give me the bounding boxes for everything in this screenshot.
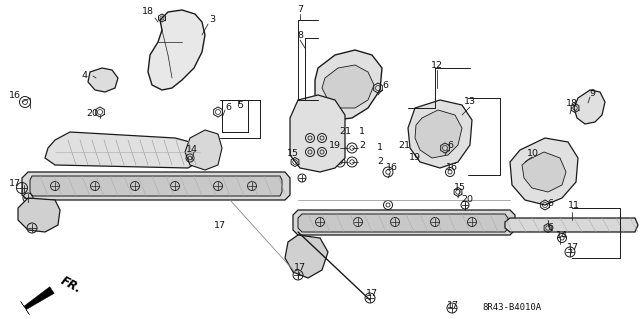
Text: 17: 17: [447, 300, 459, 309]
Text: 6: 6: [547, 198, 553, 207]
Text: 6: 6: [447, 140, 453, 150]
Text: 3: 3: [209, 16, 215, 25]
Polygon shape: [20, 287, 54, 315]
Text: 14: 14: [556, 231, 568, 240]
Text: 6: 6: [382, 81, 388, 91]
Polygon shape: [45, 132, 200, 168]
Polygon shape: [285, 235, 328, 278]
Text: 1: 1: [377, 144, 383, 152]
Text: 8R43-B4010A: 8R43-B4010A: [482, 303, 541, 313]
Polygon shape: [290, 95, 345, 172]
Text: FR.: FR.: [58, 274, 83, 296]
Text: 6: 6: [225, 103, 231, 113]
Text: 15: 15: [287, 149, 299, 158]
Text: 6: 6: [547, 224, 553, 233]
Text: 18: 18: [566, 99, 578, 108]
Text: 16: 16: [446, 164, 458, 173]
Polygon shape: [18, 198, 60, 232]
Text: 1: 1: [359, 128, 365, 137]
Polygon shape: [408, 100, 472, 168]
Polygon shape: [148, 10, 205, 90]
Text: 21: 21: [339, 128, 351, 137]
Text: 14: 14: [186, 145, 198, 154]
Polygon shape: [315, 50, 382, 120]
Text: 17: 17: [567, 243, 579, 253]
Text: 12: 12: [431, 61, 443, 70]
Text: 2: 2: [359, 140, 365, 150]
Text: 7: 7: [297, 5, 303, 14]
Polygon shape: [510, 138, 578, 205]
Text: 10: 10: [527, 149, 539, 158]
Text: 19: 19: [409, 153, 421, 162]
Text: 8: 8: [297, 32, 303, 41]
Polygon shape: [505, 218, 638, 232]
Text: 5: 5: [237, 100, 243, 109]
Polygon shape: [30, 176, 282, 196]
Polygon shape: [574, 90, 605, 124]
Text: 18: 18: [142, 8, 154, 17]
Text: 15: 15: [454, 183, 466, 192]
Text: 13: 13: [464, 98, 476, 107]
Text: 9: 9: [589, 88, 595, 98]
Polygon shape: [415, 110, 462, 158]
Text: 17: 17: [9, 179, 21, 188]
Text: 4: 4: [82, 70, 88, 79]
Text: 17: 17: [294, 263, 306, 272]
Text: 19: 19: [329, 140, 341, 150]
Polygon shape: [185, 130, 222, 170]
Polygon shape: [522, 152, 566, 192]
Polygon shape: [298, 214, 508, 232]
Text: 17: 17: [366, 288, 378, 298]
Text: 20: 20: [461, 196, 473, 204]
Text: 20: 20: [86, 108, 98, 117]
Text: 17: 17: [214, 220, 226, 229]
Text: 16: 16: [9, 92, 21, 100]
Text: 21: 21: [398, 140, 410, 150]
Text: 2: 2: [377, 158, 383, 167]
Polygon shape: [22, 172, 290, 200]
Polygon shape: [293, 210, 515, 235]
Polygon shape: [322, 65, 374, 108]
Text: 16: 16: [386, 164, 398, 173]
Polygon shape: [88, 68, 118, 92]
Text: 11: 11: [568, 202, 580, 211]
